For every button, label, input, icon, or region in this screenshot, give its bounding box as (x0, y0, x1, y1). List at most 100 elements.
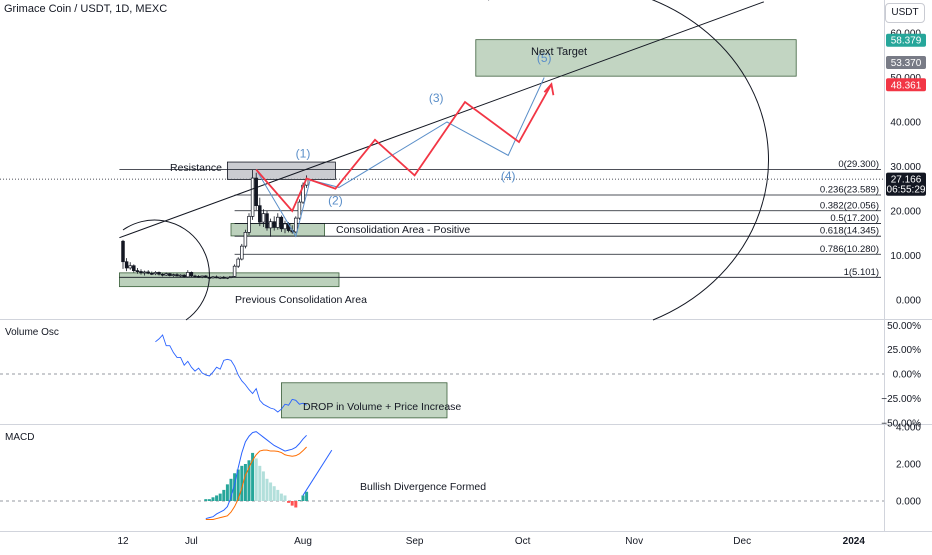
next-target-box (475, 39, 797, 77)
price-axis-tick: 30.000 (890, 162, 921, 173)
price-axis-tick: 40.000 (890, 118, 921, 129)
candle-body (254, 177, 258, 207)
previous-consolidation-label: Previous Consolidation Area (235, 294, 367, 306)
price-axis-tick: 0.000 (896, 296, 921, 307)
consolidation-positive-label: Consolidation Area - Positive (336, 224, 470, 236)
candle-body (157, 272, 161, 275)
candle-body (171, 274, 176, 276)
candle-body (164, 273, 168, 276)
candle-body (168, 273, 172, 276)
price-badge (886, 56, 926, 70)
wave-label: (1) (296, 147, 311, 161)
macd-histogram-bar (236, 469, 240, 501)
price-badge (886, 182, 926, 196)
macd-axis-tick: 4.000 (896, 423, 921, 434)
candle-body (283, 223, 287, 230)
time-axis-label: 12 (117, 536, 129, 547)
volume-axis-tick: 50.00% (887, 321, 921, 332)
candle-body (243, 232, 248, 247)
candle-body (236, 258, 240, 267)
macd-line (205, 431, 307, 520)
fib-level-label: 0.786(10.280) (820, 244, 879, 255)
candle-body (247, 215, 251, 233)
macd-histogram-bar (265, 478, 269, 501)
macd-histogram-bar (207, 499, 211, 501)
candle-body (150, 272, 154, 275)
macd-histogram-bar (290, 501, 294, 506)
price-badge-label: 53.370 (891, 58, 922, 69)
next-target-label: Next Target (531, 46, 587, 58)
candle-body (160, 273, 165, 276)
macd-histogram-bar (251, 452, 255, 501)
price-badge (886, 172, 926, 186)
price-badge-label: 06:55:29 (887, 185, 926, 196)
candle-body (276, 216, 280, 228)
macd-histogram-bar (272, 486, 276, 501)
candle-body (258, 205, 262, 223)
candle-body (214, 276, 219, 279)
macd-histogram-bar (258, 465, 262, 501)
macd-histogram-bar (269, 482, 273, 501)
time-axis-label: Oct (515, 536, 531, 547)
wave-label: (5) (537, 51, 552, 65)
candle-body (211, 276, 215, 279)
price-badge-label: 48.361 (891, 80, 922, 91)
candle-body (186, 272, 190, 278)
candle-body (193, 275, 197, 278)
candle-body (189, 272, 194, 277)
candle-body (175, 274, 179, 277)
macd-axis-tick: 0.000 (896, 497, 921, 508)
macd-axis-tick: 2.000 (896, 460, 921, 471)
volume-drop-box (280, 382, 448, 419)
price-badge (886, 33, 926, 47)
candle-body (142, 271, 147, 274)
candle-body (146, 271, 150, 274)
fib-level-label: 0.5(17.200) (830, 213, 879, 224)
candle-body (268, 221, 273, 229)
candle-body (272, 221, 276, 228)
price-badge-label: 58.379 (891, 36, 922, 47)
volume-axis-tick: 25.00% (887, 345, 921, 356)
fib-arc-small (122, 219, 210, 321)
macd-histogram-bar (225, 484, 229, 501)
macd-signal-line (205, 446, 307, 520)
wave-label: (4) (501, 169, 516, 183)
candle-body (240, 245, 244, 260)
candle-body (229, 276, 233, 278)
fib-arc-large (488, 0, 769, 321)
candle-body (121, 240, 125, 263)
candle-body (261, 213, 266, 223)
macd-histogram-bar (279, 493, 283, 501)
price-badge (886, 78, 926, 92)
price-badge-label: 27.166 (891, 175, 922, 186)
resistance-label: Resistance (170, 162, 222, 174)
macd-histogram-bar (301, 495, 305, 501)
time-axis-label: 2024 (843, 536, 866, 547)
time-axis-label: Jul (185, 536, 198, 547)
time-axis-label: Nov (625, 536, 643, 547)
volume-axis-tick: −50.00% (881, 418, 921, 429)
macd-histogram-bar (287, 501, 291, 503)
fib-level-label: 0(29.300) (838, 159, 879, 170)
macd-histogram-bar (283, 495, 287, 501)
candle-body (178, 274, 183, 277)
macd-histogram-bar (305, 491, 309, 501)
resistance-box (226, 161, 336, 180)
projection-red-path (255, 83, 553, 213)
currency-button[interactable]: USDT (885, 3, 925, 23)
macd-histogram-bar (204, 499, 208, 501)
chart-symbol-title: Grimace Coin / USDT, 1D, MEXC (4, 3, 168, 15)
time-axis-label: Sep (406, 536, 424, 547)
time-axis-label: Aug (294, 536, 312, 547)
volume-osc-line (155, 334, 307, 413)
candle-body (250, 177, 255, 217)
macd-divergence-line (302, 449, 333, 496)
candle-body (222, 276, 226, 279)
candle-body (232, 265, 237, 277)
candle-body (297, 201, 302, 219)
volume-drop-label: DROP in Volume + Price Increase (303, 401, 461, 413)
candle-body (153, 272, 158, 275)
candle-body (294, 217, 298, 233)
macd-title: MACD (5, 432, 35, 443)
